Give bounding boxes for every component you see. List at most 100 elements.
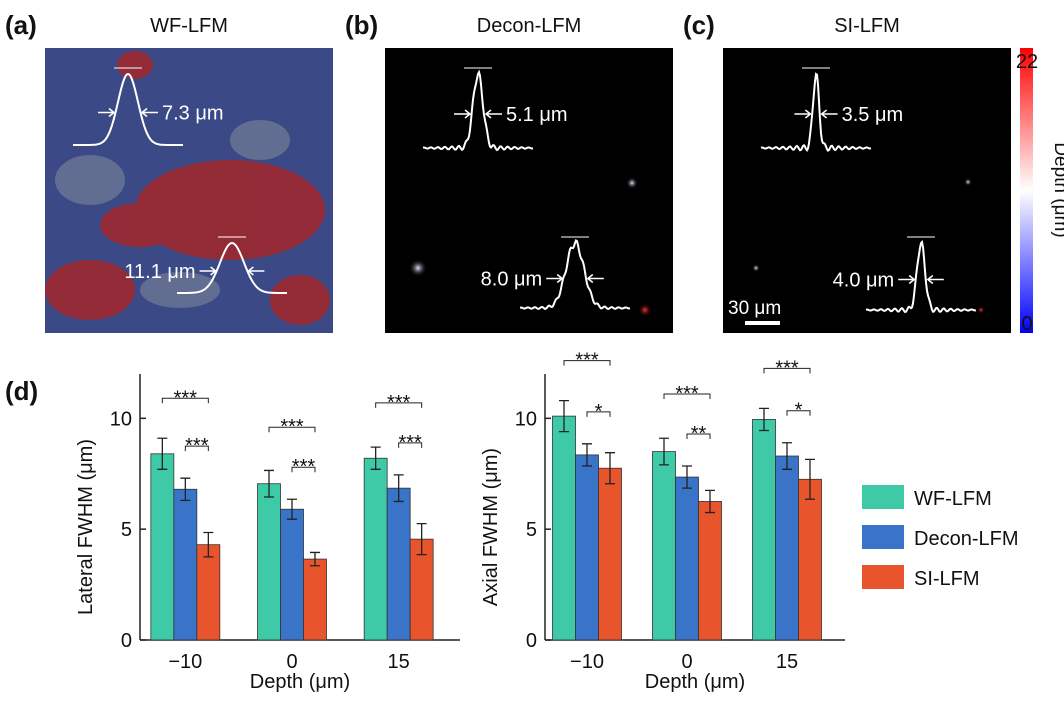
significance-label: *** xyxy=(398,432,422,454)
significance-label: *** xyxy=(675,383,699,405)
legend-swatch xyxy=(862,565,904,589)
bar xyxy=(598,467,622,641)
significance-label: *** xyxy=(280,416,304,438)
y-tick-label: 5 xyxy=(526,519,537,541)
profile xyxy=(865,240,977,314)
arrow xyxy=(199,266,217,276)
y-tick-label: 10 xyxy=(515,408,537,430)
profile xyxy=(760,72,872,153)
bar xyxy=(196,544,221,641)
y-tick-label: 5 xyxy=(121,519,132,541)
error-bar xyxy=(157,437,168,470)
bar xyxy=(257,483,281,641)
significance-label: * xyxy=(595,401,603,423)
legend-swatch xyxy=(862,525,904,549)
significance-label: *** xyxy=(185,435,209,457)
bar xyxy=(698,501,722,641)
error-bar xyxy=(416,522,427,556)
panel-title: Decon-LFM xyxy=(477,15,581,37)
significance-bracket xyxy=(786,410,811,416)
y-axis-label: Axial FWHM (μm) xyxy=(480,448,502,606)
arrow xyxy=(98,107,116,118)
error-bar xyxy=(559,399,569,433)
significance-bracket xyxy=(375,402,423,408)
significance-label: *** xyxy=(387,392,411,414)
image-si xyxy=(723,48,1011,333)
bar xyxy=(675,476,699,641)
error-bar xyxy=(310,551,320,567)
arrow xyxy=(586,273,604,284)
bar xyxy=(798,478,822,641)
arrow xyxy=(820,109,838,119)
legend-label: WF-LFM xyxy=(914,488,992,510)
profile xyxy=(422,69,534,152)
width-annotation: 8.0 μm xyxy=(481,269,543,291)
significance-bracket xyxy=(161,397,209,404)
significance-label: *** xyxy=(292,456,316,478)
bar xyxy=(363,457,388,641)
colorbar-tick: 22 xyxy=(1016,51,1038,73)
arrow xyxy=(140,107,158,118)
significance-label: * xyxy=(795,400,803,422)
bar xyxy=(552,415,576,641)
arrow xyxy=(898,274,916,285)
error-bar xyxy=(180,477,191,501)
width-annotation: 5.1 μm xyxy=(506,104,568,126)
panel-label: (b) xyxy=(345,10,378,40)
significance-bracket xyxy=(291,466,316,473)
arrow xyxy=(926,274,944,285)
width-annotation: 7.3 μm xyxy=(162,103,224,125)
significance-bracket xyxy=(398,442,423,448)
bar xyxy=(386,487,411,641)
bar xyxy=(652,451,676,641)
width-annotation: 11.1 μm xyxy=(124,261,195,283)
y-tick-label: 0 xyxy=(526,630,537,652)
y-tick-label: 0 xyxy=(121,630,132,652)
error-bar xyxy=(805,458,815,500)
error-bar xyxy=(759,407,769,432)
legend-label: Decon-LFM xyxy=(914,528,1018,550)
colorbar-tick: 0 xyxy=(1021,313,1032,335)
significance-bracket xyxy=(586,411,611,417)
arrow xyxy=(794,109,812,119)
bead xyxy=(752,264,760,272)
image-decon xyxy=(385,48,673,333)
error-bar xyxy=(659,437,669,466)
significance-bracket xyxy=(184,445,209,452)
panel-title: WF-LFM xyxy=(150,15,228,37)
significance-label: *** xyxy=(575,350,599,372)
error-bar xyxy=(203,531,214,558)
panel-label: (d) xyxy=(5,376,38,406)
bar xyxy=(173,488,198,641)
bead xyxy=(977,306,985,314)
panel-label: (a) xyxy=(5,10,37,40)
bead xyxy=(638,303,652,317)
bar xyxy=(575,454,599,641)
width-annotation: 3.5 μm xyxy=(842,104,904,126)
significance-label: *** xyxy=(174,387,198,409)
profile xyxy=(519,238,631,311)
error-bar xyxy=(370,446,381,470)
y-tick-label: 10 xyxy=(110,408,132,430)
image-texture xyxy=(55,120,290,308)
error-bar xyxy=(605,452,615,485)
significance-label: *** xyxy=(775,357,799,379)
scale-bar-label: 30 μm xyxy=(728,298,781,319)
profile xyxy=(73,72,183,146)
error-bar xyxy=(287,498,297,520)
bar xyxy=(775,455,799,641)
bead xyxy=(964,178,972,186)
panel-title: SI-LFM xyxy=(834,15,900,37)
error-bar xyxy=(705,489,715,514)
significance-bracket xyxy=(663,393,711,399)
arrow xyxy=(484,109,502,119)
significance-bracket xyxy=(763,367,811,374)
width-annotation: 4.0 μm xyxy=(833,270,895,292)
error-bar xyxy=(393,474,404,503)
bar xyxy=(303,558,327,641)
error-bar xyxy=(582,443,592,467)
image-texture xyxy=(45,51,330,325)
error-bar xyxy=(782,442,792,470)
significance-bracket xyxy=(686,433,711,439)
